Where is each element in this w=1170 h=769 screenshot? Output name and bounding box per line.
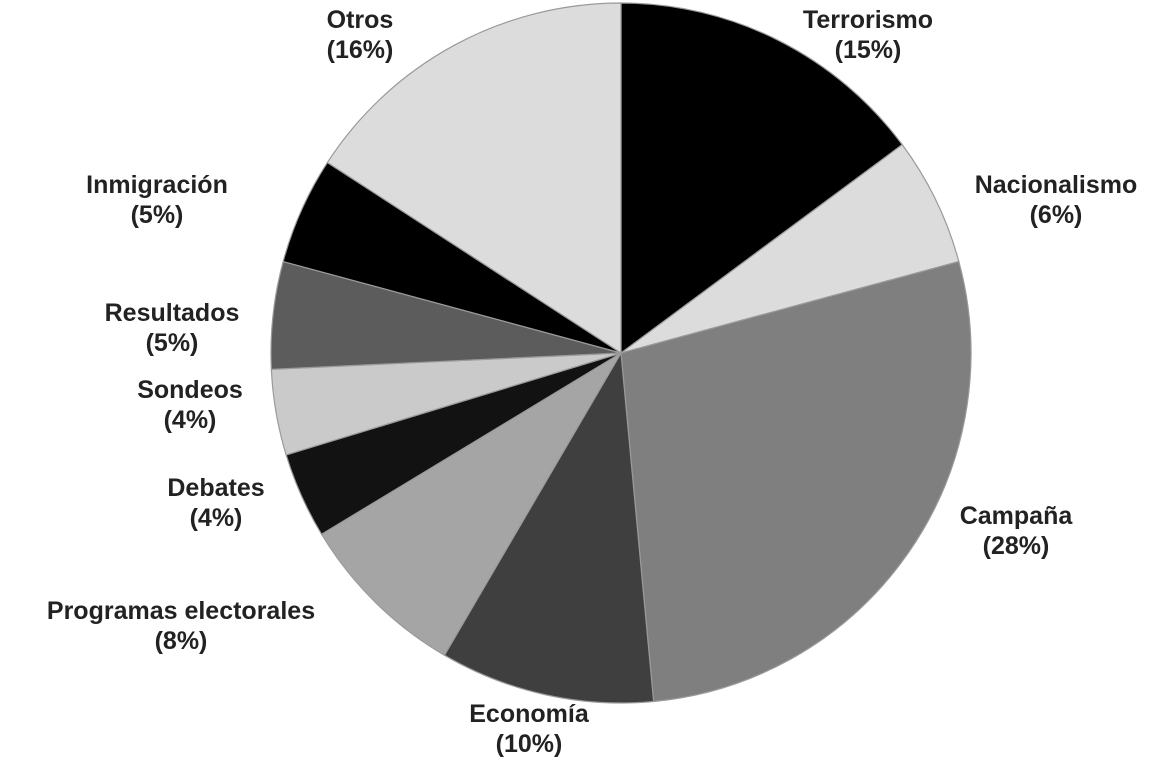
slice-label-name: Nacionalismo: [975, 171, 1138, 199]
slice-label-5: Debates (4%): [167, 474, 264, 532]
slice-label-2: Campaña (28%): [960, 502, 1074, 560]
slice-label-name: Sondeos: [137, 376, 243, 404]
slice-label-3: Economía (10%): [469, 700, 590, 758]
slice-label-1: Nacionalismo (6%): [975, 171, 1138, 229]
slice-label-percent: (8%): [155, 627, 208, 655]
slice-label-8: Inmigración (5%): [86, 171, 228, 229]
slice-label-6: Sondeos (4%): [137, 376, 243, 434]
slice-label-percent: (5%): [146, 329, 199, 357]
slice-label-0: Terrorismo (15%): [803, 6, 933, 64]
slice-label-percent: (4%): [164, 406, 217, 434]
slice-label-9: Otros (16%): [327, 6, 394, 64]
pie-slice-2: [620, 260, 972, 703]
pie-labels: Terrorismo (15%) Nacionalismo (6%) Campaña (2…: [47, 6, 1137, 758]
slice-label-name: Campaña: [960, 502, 1074, 530]
slice-label-percent: (5%): [131, 201, 184, 229]
slice-label-name: Resultados: [105, 299, 240, 327]
slice-label-name: Programas electorales: [47, 597, 315, 625]
slice-label-name: Debates: [167, 474, 264, 502]
slice-label-percent: (15%): [835, 36, 902, 64]
slice-label-name: Economía: [469, 700, 590, 728]
slice-label-percent: (10%): [496, 730, 563, 758]
pie-slices: [270, 2, 972, 704]
slice-label-name: Inmigración: [86, 171, 228, 199]
pie-slice-3: [443, 351, 655, 704]
slice-label-percent: (28%): [983, 532, 1050, 560]
slice-label-percent: (6%): [1030, 201, 1083, 229]
slice-label-percent: (4%): [190, 504, 243, 532]
pie-slice-9: [326, 2, 622, 355]
slice-label-name: Otros: [327, 6, 394, 34]
pie-slice-4: [320, 352, 622, 657]
slice-label-4: Programas electorales (8%): [47, 597, 315, 655]
slice-label-name: Terrorismo: [803, 6, 933, 34]
pie-slice-1: [620, 143, 960, 354]
pie-slice-0: [620, 2, 904, 355]
slice-label-7: Resultados (5%): [105, 299, 240, 357]
slice-label-percent: (16%): [327, 36, 394, 64]
